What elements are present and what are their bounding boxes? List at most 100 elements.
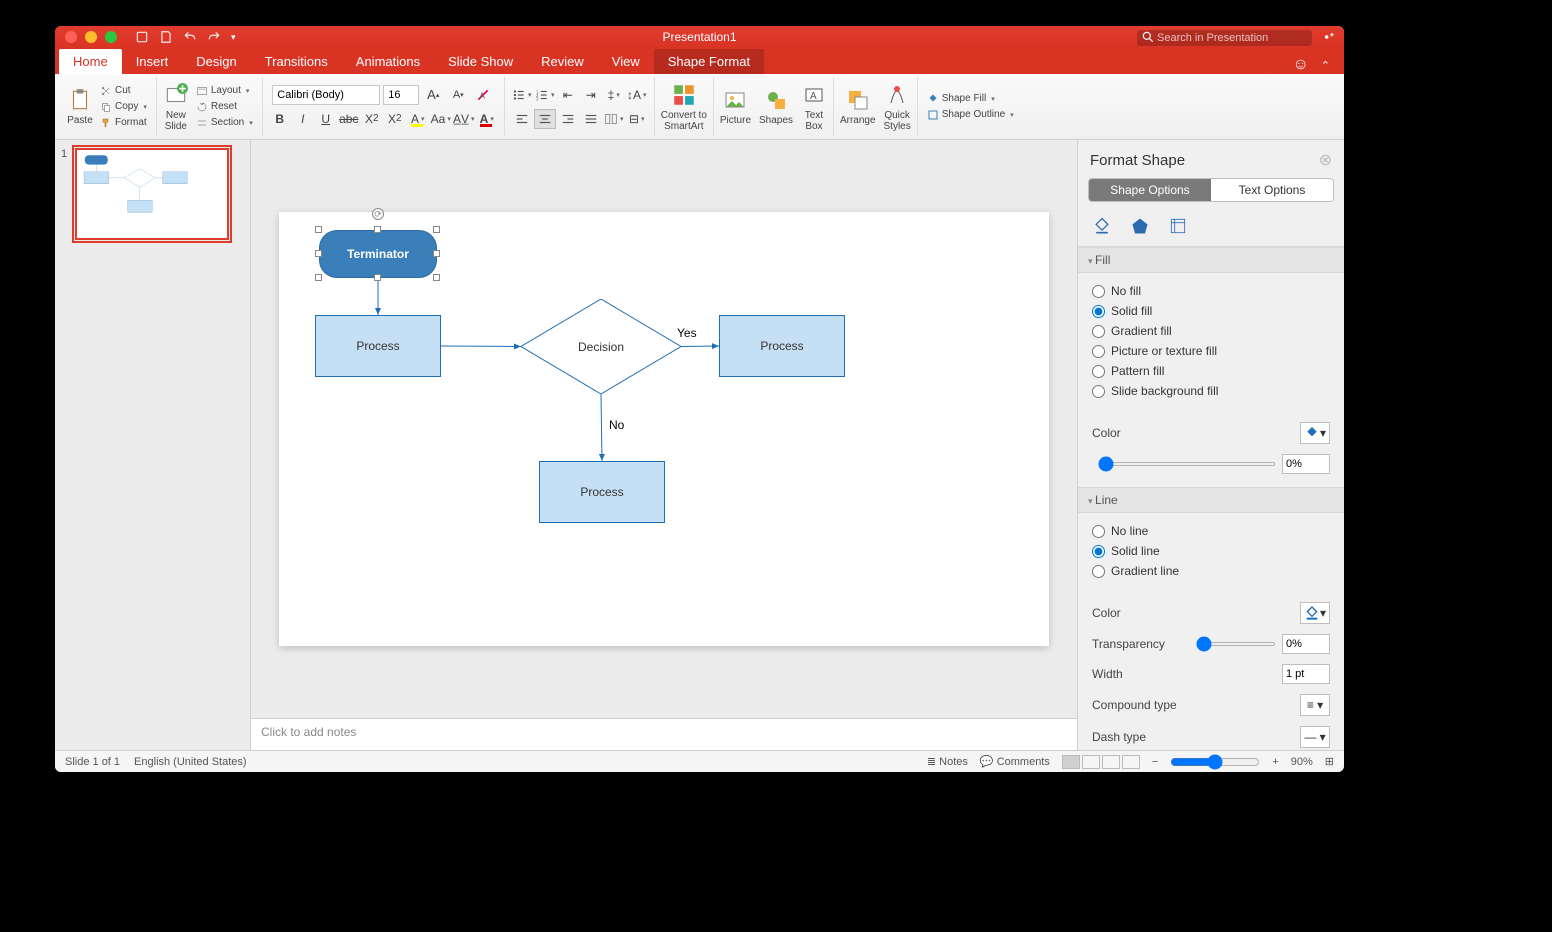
paste-button[interactable] — [67, 87, 93, 113]
selection-handle[interactable] — [374, 274, 381, 281]
fill-option-solid-fill[interactable]: Solid fill — [1092, 301, 1330, 321]
selection-handle[interactable] — [433, 226, 440, 233]
line-option-gradient-line[interactable]: Gradient line — [1092, 561, 1330, 581]
redo-icon[interactable] — [207, 30, 221, 44]
decrease-font-button[interactable]: A▾ — [447, 85, 469, 105]
fit-to-window-button[interactable]: ⊞ — [1325, 755, 1334, 768]
tab-home[interactable]: Home — [59, 49, 122, 74]
fill-option-picture-or-texture-fill[interactable]: Picture or texture fill — [1092, 341, 1330, 361]
tab-slide-show[interactable]: Slide Show — [434, 49, 527, 74]
textbox-button[interactable]: A — [801, 82, 827, 108]
columns-button[interactable] — [603, 109, 625, 129]
line-transparency-input[interactable] — [1282, 634, 1330, 654]
effects-tab-icon[interactable] — [1130, 216, 1150, 236]
maximize-window-button[interactable] — [105, 31, 117, 43]
line-spacing-button[interactable]: ‡ — [603, 85, 625, 105]
change-case-button[interactable]: Aa — [430, 109, 452, 129]
format-painter-button[interactable]: Format — [97, 116, 150, 130]
tab-view[interactable]: View — [598, 49, 654, 74]
collapse-ribbon-icon[interactable]: ⌃ — [1321, 59, 1330, 72]
section-button[interactable]: Section — [193, 116, 256, 130]
numbering-button[interactable]: 123 — [534, 85, 556, 105]
reset-button[interactable]: Reset — [193, 100, 256, 114]
undo-icon[interactable] — [183, 30, 197, 44]
cut-button[interactable]: Cut — [97, 84, 150, 98]
zoom-out-button[interactable]: − — [1152, 756, 1158, 768]
line-width-input[interactable] — [1282, 664, 1330, 684]
font-color-button[interactable]: A — [476, 109, 498, 129]
tab-insert[interactable]: Insert — [122, 49, 183, 74]
reading-view-button[interactable] — [1102, 755, 1120, 769]
justify-button[interactable] — [580, 109, 602, 129]
quick-styles-button[interactable] — [884, 82, 910, 108]
tab-shape-format[interactable]: Shape Format — [654, 49, 764, 74]
tab-design[interactable]: Design — [182, 49, 250, 74]
convert-smartart-button[interactable] — [671, 82, 697, 108]
shape-fill-button[interactable]: Shape Fill — [924, 92, 1017, 106]
fill-option-slide-background-fill[interactable]: Slide background fill — [1092, 381, 1330, 401]
save-icon[interactable] — [159, 30, 173, 44]
align-left-button[interactable] — [511, 109, 533, 129]
fill-line-tab-icon[interactable] — [1092, 216, 1112, 236]
line-option-solid-line[interactable]: Solid line — [1092, 541, 1330, 561]
size-tab-icon[interactable] — [1168, 216, 1188, 236]
feedback-icon[interactable]: ☺ — [1292, 56, 1308, 74]
flowchart-process-proc1[interactable]: Process — [315, 315, 441, 377]
layout-button[interactable]: Layout — [193, 84, 256, 98]
picture-button[interactable] — [722, 87, 748, 113]
canvas-area[interactable]: YesNoTerminator⟳ProcessDecisionProcessPr… — [251, 140, 1077, 718]
slide-canvas[interactable]: YesNoTerminator⟳ProcessDecisionProcessPr… — [279, 212, 1049, 646]
align-center-button[interactable] — [534, 109, 556, 129]
normal-view-button[interactable] — [1062, 755, 1080, 769]
align-text-button[interactable]: ⊟ — [626, 109, 648, 129]
fill-option-gradient-fill[interactable]: Gradient fill — [1092, 321, 1330, 341]
zoom-in-button[interactable]: + — [1272, 756, 1278, 768]
selection-handle[interactable] — [315, 274, 322, 281]
text-direction-button[interactable]: ↕A — [626, 85, 648, 105]
line-color-button[interactable]: ▾ — [1300, 602, 1330, 624]
flowchart-decision[interactable]: Decision — [521, 299, 681, 394]
selection-handle[interactable] — [315, 226, 322, 233]
text-highlight-button[interactable]: A — [407, 109, 429, 129]
new-slide-button[interactable] — [163, 82, 189, 108]
shapes-button[interactable] — [763, 87, 789, 113]
selection-handle[interactable] — [433, 250, 440, 257]
underline-button[interactable]: U — [315, 109, 337, 129]
fill-transparency-slider[interactable] — [1098, 462, 1276, 466]
superscript-button[interactable]: X2 — [361, 109, 383, 129]
increase-indent-button[interactable]: ⇥ — [580, 85, 602, 105]
tab-review[interactable]: Review — [527, 49, 598, 74]
flowchart-process-proc2[interactable]: Process — [719, 315, 845, 377]
sorter-view-button[interactable] — [1082, 755, 1100, 769]
notes-pane[interactable]: Click to add notes — [251, 718, 1077, 750]
line-option-no-line[interactable]: No line — [1092, 521, 1330, 541]
strikethrough-button[interactable]: abc — [338, 109, 360, 129]
slide-thumbnail-1[interactable] — [75, 148, 229, 240]
selection-handle[interactable] — [315, 250, 322, 257]
dash-type-button[interactable]: — ▾ — [1300, 726, 1330, 748]
minimize-window-button[interactable] — [85, 31, 97, 43]
fill-option-pattern-fill[interactable]: Pattern fill — [1092, 361, 1330, 381]
compound-type-button[interactable]: ≡ ▾ — [1300, 694, 1330, 716]
line-section-header[interactable]: Line — [1078, 487, 1344, 513]
copy-button[interactable]: Copy — [97, 100, 150, 114]
line-transparency-slider[interactable] — [1196, 642, 1276, 646]
bold-button[interactable]: B — [269, 109, 291, 129]
comments-toggle[interactable]: 💬 Comments — [980, 755, 1050, 768]
zoom-slider[interactable] — [1170, 754, 1260, 770]
subscript-button[interactable]: X2 — [384, 109, 406, 129]
language-indicator[interactable]: English (United States) — [134, 756, 247, 768]
font-name-input[interactable] — [272, 85, 380, 105]
fill-transparency-input[interactable] — [1282, 454, 1330, 474]
flowchart-terminator-terminator[interactable]: Terminator — [319, 230, 437, 278]
close-window-button[interactable] — [65, 31, 77, 43]
fill-option-no-fill[interactable]: No fill — [1092, 281, 1330, 301]
fill-section-header[interactable]: Fill — [1078, 247, 1344, 273]
search-input[interactable] — [1137, 30, 1312, 46]
close-pane-button[interactable]: ⊗ — [1319, 150, 1332, 170]
clear-formatting-button[interactable]: A — [472, 85, 494, 105]
selection-handle[interactable] — [374, 226, 381, 233]
flowchart-process-proc3[interactable]: Process — [539, 461, 665, 523]
increase-font-button[interactable]: A▴ — [422, 85, 444, 105]
seg-text-options[interactable]: Text Options — [1211, 179, 1333, 201]
